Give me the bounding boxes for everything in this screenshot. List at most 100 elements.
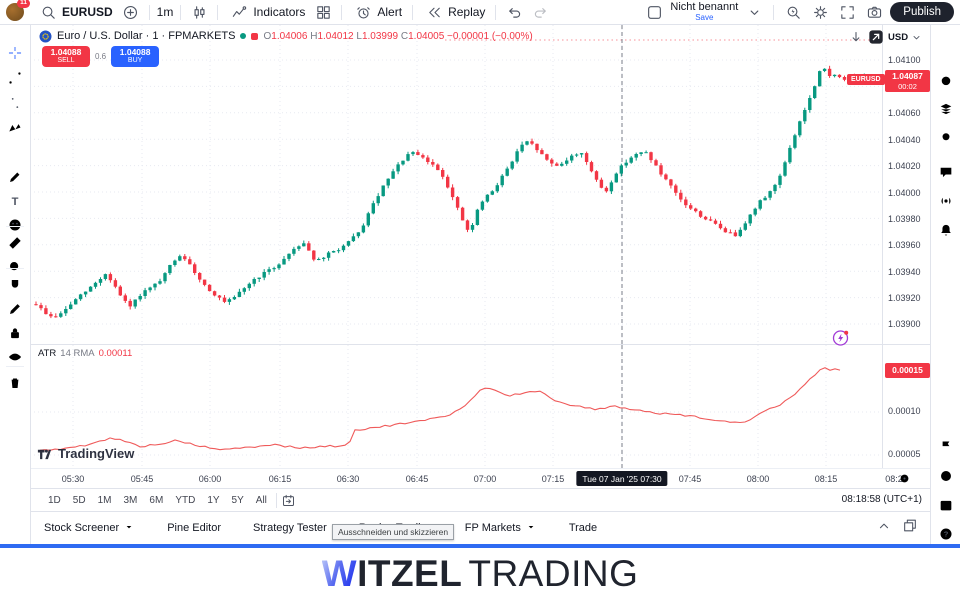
layers-icon[interactable] (934, 98, 958, 120)
settings-gear-icon[interactable] (809, 1, 831, 23)
avatar[interactable]: 11 (6, 0, 30, 21)
range-button-5y[interactable]: 5Y (231, 494, 244, 506)
target-icon[interactable] (934, 465, 958, 487)
time-axis-label: 07:15 (541, 474, 565, 484)
currency-selector[interactable]: USD (888, 31, 923, 44)
divider (495, 4, 497, 20)
brand-trading: TRADING (468, 553, 639, 594)
crosshair-icon[interactable] (3, 42, 27, 64)
calendar-icon[interactable] (934, 494, 958, 516)
currency-label: USD (888, 31, 909, 43)
range-button-all[interactable]: All (255, 494, 267, 506)
replay-button[interactable]: Replay (420, 1, 488, 23)
replay-icon (423, 1, 445, 23)
indicator-templates-icon[interactable] (312, 1, 334, 23)
divider (180, 4, 182, 20)
compare-add-icon[interactable] (120, 1, 142, 23)
range-button-1y[interactable]: 1Y (207, 494, 220, 506)
indicators-button[interactable]: Indicators (225, 1, 308, 23)
time-axis-label: 06:15 (268, 474, 292, 484)
publish-button[interactable]: Publish (890, 2, 954, 22)
tab-trade[interactable]: Trade (568, 522, 598, 534)
bottom-tabs: Stock Screener Pine Editor Strategy Tester… (0, 511, 930, 544)
go-to-date-icon[interactable] (280, 491, 298, 509)
chevron-down-icon (525, 521, 537, 536)
range-button-1d[interactable]: 1D (48, 494, 61, 506)
magnet-icon[interactable] (3, 274, 27, 296)
panel-restore-icon[interactable] (902, 517, 918, 533)
axis-corner-controls: USD (848, 29, 923, 45)
alert-label: Alert (377, 5, 403, 19)
undo-icon[interactable] (503, 1, 525, 23)
toolbar-separator (6, 226, 24, 227)
forecast-icon[interactable] (3, 142, 27, 164)
atr-legend[interactable]: ATR 14 RMA 0.00011 (38, 348, 133, 359)
scroll-to-recent-icon[interactable] (848, 29, 864, 45)
range-button-1m[interactable]: 1M (97, 494, 112, 506)
symbol-search-button[interactable]: EURUSD (34, 1, 116, 23)
pencil-icon[interactable] (3, 298, 27, 320)
tab-fp-markets[interactable]: FP Markets (465, 521, 537, 536)
pattern-icon[interactable] (3, 117, 27, 139)
boost-flash-icon[interactable] (831, 328, 851, 348)
price-chart-canvas[interactable] (30, 25, 882, 344)
lightbulb-icon[interactable] (934, 127, 958, 149)
price-axis[interactable]: 1.04100 1.04060 1.04040 1.04020 1.04000 1.039… (847, 25, 930, 488)
chart-style-icon[interactable] (188, 1, 210, 23)
alert-button[interactable]: Alert (349, 1, 405, 23)
fullscreen-icon[interactable] (836, 1, 858, 23)
alarm-clock-icon[interactable] (934, 69, 958, 91)
chevron-down-icon[interactable] (743, 1, 765, 23)
buy-button[interactable]: 1.04088 BUY (111, 46, 160, 67)
range-button-5d[interactable]: 5D (72, 494, 86, 506)
panel-expand-icon[interactable] (876, 517, 892, 533)
interval-button[interactable]: 1m (156, 5, 174, 19)
flag-icon[interactable] (934, 435, 958, 457)
tab-pine-editor[interactable]: Pine Editor (167, 522, 222, 534)
atr-chart-canvas[interactable] (30, 345, 882, 469)
sell-button[interactable]: 1.04088 SELL (42, 46, 90, 67)
bell-icon[interactable] (934, 219, 958, 241)
right-sidebar: ? (930, 25, 960, 544)
help-icon[interactable]: ? (934, 523, 958, 545)
brush-icon[interactable] (3, 166, 27, 188)
price-axis-label: 1.04100 (888, 55, 921, 65)
hamburger-icon[interactable] (934, 40, 958, 62)
brand-divider-bar (0, 544, 960, 548)
svg-text:?: ? (944, 530, 949, 539)
symbol-title[interactable]: Euro / U.S. Dollar · 1 · FPMARKETS (57, 30, 236, 42)
timezone-icon[interactable] (898, 472, 911, 490)
layout-name-button[interactable]: Nicht benannt Save (670, 2, 738, 22)
trash-icon[interactable] (3, 372, 27, 394)
trendline-icon[interactable] (3, 67, 27, 89)
range-button-6m[interactable]: 6M (149, 494, 164, 506)
eye-icon[interactable] (3, 346, 27, 368)
layout-icon[interactable] (643, 1, 665, 23)
clock-label[interactable]: 08:18:58 (UTC+1) (841, 494, 922, 505)
snip-tooltip: Ausschneiden und skizzieren (332, 524, 455, 540)
tab-strategy-tester[interactable]: Strategy Tester (253, 522, 327, 534)
search-icon (37, 1, 59, 23)
fib-icon[interactable] (3, 92, 27, 114)
camera-icon[interactable] (863, 1, 885, 23)
broker-logo-icon[interactable] (868, 29, 884, 45)
time-axis[interactable]: 05:30 05:45 06:00 06:15 06:30 06:45 07:00 07:15… (30, 468, 930, 489)
tab-stock-screener[interactable]: Stock Screener (44, 521, 135, 536)
price-axis-label: 1.03940 (888, 267, 921, 277)
redo-icon[interactable] (529, 1, 551, 23)
save-link[interactable]: Save (695, 13, 714, 22)
text-icon[interactable]: T (3, 190, 27, 212)
pane-separator[interactable] (30, 344, 930, 345)
range-button-ytd[interactable]: YTD (175, 494, 196, 506)
cursor-time-badge: Tue 07 Jan '25 07:30 (576, 471, 668, 486)
time-axis-label: 08:00 (746, 474, 770, 484)
ruler-icon[interactable] (3, 232, 27, 254)
range-button-3m[interactable]: 3M (123, 494, 138, 506)
lock-icon[interactable] (3, 322, 27, 344)
quick-search-icon[interactable] (782, 1, 804, 23)
broadcast-icon[interactable] (934, 190, 958, 212)
chevron-down-icon (910, 31, 923, 44)
price-axis-label: 1.03960 (888, 240, 921, 250)
spread-value: 0.6 (95, 52, 107, 61)
chat-icon[interactable] (934, 161, 958, 183)
